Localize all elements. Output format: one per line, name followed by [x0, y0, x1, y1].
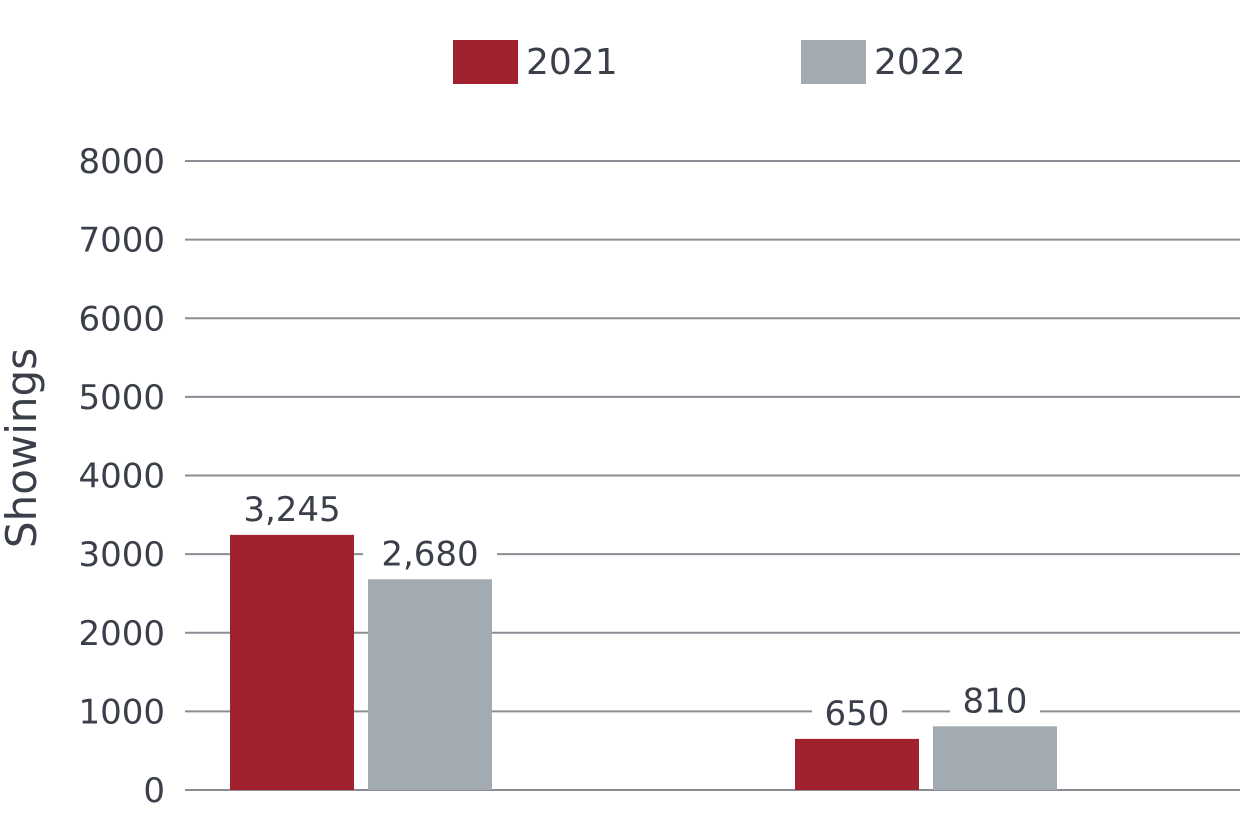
y-tick-label: 1000 [78, 692, 165, 732]
y-tick-label: 6000 [78, 299, 165, 339]
gridlines [185, 160, 1240, 791]
legend: 2021 2022 [453, 40, 966, 84]
legend-label-2022: 2022 [874, 42, 966, 83]
legend-swatch-2022 [801, 40, 866, 84]
data-label: 810 [963, 681, 1028, 721]
data-label: 650 [825, 694, 890, 734]
bar-2021-0 [230, 534, 354, 790]
y-tick-label: 2000 [78, 614, 165, 654]
data-label: 2,680 [381, 534, 478, 574]
bars [230, 534, 1057, 790]
data-label-background [363, 531, 497, 572]
y-tick-label: 7000 [78, 221, 165, 261]
legend-swatch-2021 [453, 40, 518, 84]
data-label-background [225, 486, 359, 527]
y-tick-label: 4000 [78, 457, 165, 497]
data-label-background [950, 678, 1040, 719]
data-label-background [812, 690, 902, 731]
y-axis-label: Showings [0, 348, 46, 548]
y-tick-label: 8000 [78, 142, 165, 182]
y-tick-label: 3000 [78, 535, 165, 575]
y-axis-ticks: 0 1000 2000 3000 4000 5000 6000 7000 8000 [78, 142, 165, 811]
bar-2022-1 [933, 726, 1057, 790]
data-label: 3,245 [243, 490, 340, 530]
y-tick-label: 0 [143, 771, 165, 811]
data-labels: 3,245 650 2,680 810 [225, 486, 1040, 734]
bar-2022-0 [368, 579, 492, 790]
bar-2021-1 [795, 738, 919, 790]
y-tick-label: 5000 [78, 378, 165, 418]
legend-label-2021: 2021 [526, 42, 618, 83]
